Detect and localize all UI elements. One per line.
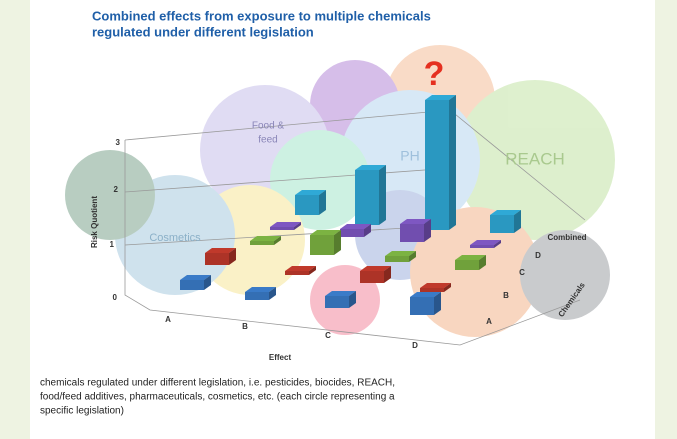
bar-face <box>410 297 434 315</box>
chemicals-tick-label: C <box>519 268 525 277</box>
effect-tick-label: B <box>242 322 248 331</box>
y-tick-label: 0 <box>113 293 118 302</box>
effect-tick-label: D <box>412 341 418 350</box>
bar-face <box>379 165 386 225</box>
title-line: Combined effects from exposure to multip… <box>92 8 431 23</box>
bar-face <box>310 235 334 255</box>
slide: Combined effects from exposure to multip… <box>0 0 677 439</box>
y-axis-label: Risk Quotient <box>90 196 99 248</box>
effect-tick-label: A <box>165 315 171 324</box>
effect-tick-label: C <box>325 331 331 340</box>
chemicals-tick-label: B <box>503 291 509 300</box>
bar-face <box>420 288 444 292</box>
page: {"header": {"title": ["Combined effects … <box>0 0 677 439</box>
question-mark: ? <box>424 55 445 93</box>
bar-face <box>295 195 319 215</box>
bar-face <box>270 227 294 230</box>
bar-face <box>425 100 449 230</box>
bar-face <box>250 241 274 245</box>
circle <box>65 150 155 240</box>
bar-face <box>360 271 384 283</box>
bar-face <box>400 224 424 242</box>
circle-label: Cosmetics <box>149 232 201 244</box>
caption-line: chemicals regulated under different legi… <box>40 378 395 389</box>
chemicals-tick-label: Combined <box>547 233 586 242</box>
bar-face <box>449 95 456 230</box>
bar-face <box>205 253 229 265</box>
bar-face <box>180 280 204 290</box>
caption-line: specific legislation) <box>40 406 124 417</box>
bar-face <box>355 170 379 225</box>
title-line: regulated under different legislation <box>92 24 314 39</box>
circle-label: REACH <box>505 149 565 168</box>
y-tick-label: 1 <box>110 240 115 249</box>
bar-face <box>490 215 514 233</box>
circle-label: PH <box>400 148 419 164</box>
chemicals-tick-label: A <box>486 317 492 326</box>
bar-face <box>385 256 409 262</box>
bar-face <box>325 296 349 308</box>
y-tick-label: 3 <box>116 138 121 147</box>
effect-axis-label: Effect <box>269 353 292 362</box>
caption-line: food/feed additives, pharmaceuticals, co… <box>40 392 395 403</box>
circle-label: Food & <box>252 121 285 132</box>
bar-face <box>340 229 364 237</box>
circle-label: feed <box>258 135 277 146</box>
bar-face <box>285 271 309 275</box>
bar-face <box>455 260 479 270</box>
bar-face <box>245 292 269 300</box>
y-tick-label: 2 <box>114 185 119 194</box>
bar-face <box>470 245 494 248</box>
chemicals-tick-label: D <box>535 251 541 260</box>
